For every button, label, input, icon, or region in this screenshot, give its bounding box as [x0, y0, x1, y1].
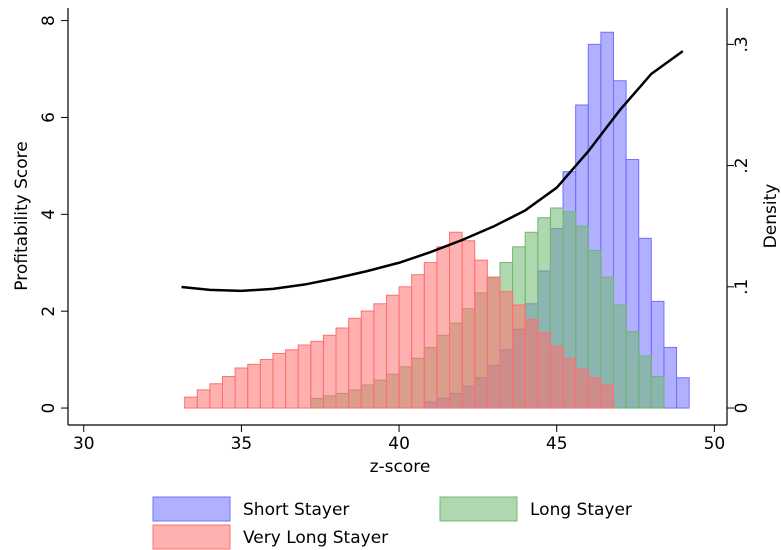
histogram-bar [184, 396, 198, 409]
x-tick-label: 50 [704, 434, 726, 454]
histogram-bar [486, 276, 501, 409]
histogram-bar [587, 377, 602, 409]
legend-label: Very Long Stayer [243, 528, 388, 548]
y-tick-label: 8 [39, 15, 59, 26]
legend-label: Long Stayer [530, 500, 632, 520]
x-tick-label: 35 [231, 434, 253, 454]
histogram-bar [385, 294, 400, 409]
histogram-bar [524, 319, 539, 409]
histogram-bar [423, 262, 438, 409]
histogram-bar [373, 303, 387, 409]
histogram-bar [650, 376, 665, 409]
histogram-bar [461, 240, 476, 409]
histogram-bar [625, 331, 640, 409]
histogram-bar [259, 359, 274, 409]
y-axis-title: Profitability Score [12, 141, 32, 290]
legend-swatch [152, 524, 231, 550]
score-line [181, 50, 684, 293]
y-tick-label: 2 [39, 306, 59, 317]
histogram-bar [600, 384, 614, 409]
histogram-bar [562, 357, 577, 409]
y2-tick-label: 0 [732, 403, 752, 414]
histogram-bar [537, 332, 551, 409]
histogram-bar [222, 376, 236, 409]
histogram-bar [196, 389, 211, 409]
histogram-bar [499, 291, 514, 409]
histogram-bar [398, 286, 413, 409]
histogram-bar [474, 259, 488, 409]
histogram-bar [247, 363, 261, 409]
histogram-bar [335, 327, 350, 409]
histogram-bar [234, 367, 249, 409]
y2-axis-title: Density [761, 184, 781, 249]
histogram-bar [310, 340, 324, 409]
histogram-bar [512, 304, 526, 409]
histogram-bar [612, 304, 627, 409]
x-tick-label: 30 [73, 434, 95, 454]
y2-tick-label: .3 [732, 36, 752, 52]
histogram-bar [449, 231, 463, 409]
x-tick-label: 45 [546, 434, 568, 454]
histogram-bar [285, 349, 299, 409]
histogram-bar [575, 368, 589, 409]
histogram-bar [209, 383, 224, 409]
x-axis-title: z-score [370, 457, 431, 477]
plot-area [181, 31, 690, 409]
y-tick-label: 6 [39, 112, 59, 123]
histogram-bar [638, 355, 652, 409]
histogram-bar [411, 274, 425, 409]
histogram-bar [322, 334, 337, 409]
y2-tick-label: .2 [732, 157, 752, 173]
x-tick-label: 40 [388, 434, 410, 454]
histogram-bar [297, 344, 312, 409]
histogram-bar [272, 352, 287, 409]
legend-swatch [152, 496, 231, 522]
histogram-bar [549, 345, 564, 409]
histogram-bar [663, 346, 678, 409]
histogram-bar [360, 310, 375, 409]
y-tick-label: 0 [39, 403, 59, 414]
legend-swatch [439, 496, 518, 522]
legend-label: Short Stayer [243, 500, 349, 520]
y-tick-label: 4 [39, 209, 59, 220]
histogram-bar [676, 377, 690, 409]
y2-tick-label: .1 [732, 279, 752, 295]
histogram-bar [348, 317, 362, 409]
histogram-bar [436, 246, 451, 409]
